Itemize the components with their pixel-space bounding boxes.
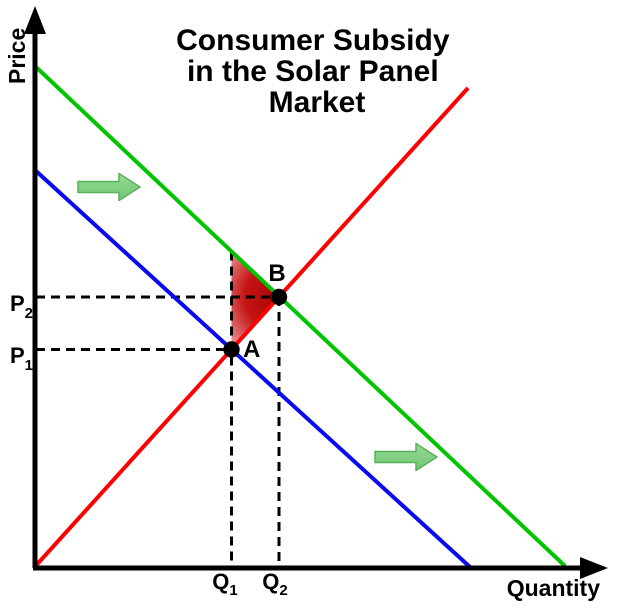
x-axis-label: Quantity [507, 575, 600, 601]
demand-curve-shifted [34, 65, 567, 568]
point-a-marker [223, 341, 240, 358]
chart-title: Consumer Subsidy in the Solar Panel Mark… [176, 24, 458, 119]
q2-tick-sub: 2 [279, 582, 287, 599]
y-axis-label: Price [4, 28, 30, 84]
q1-tick-base: Q [212, 569, 229, 594]
y-axis-arrowhead [24, 6, 46, 34]
q2-tick-label: Q2 [262, 569, 287, 599]
point-a-label: A [243, 336, 260, 363]
chart-title-line-1: Consumer Subsidy [176, 24, 450, 57]
supply-curve [34, 86, 470, 567]
p2-tick-sub: 2 [25, 305, 33, 322]
q1-tick-label: Q1 [212, 569, 237, 599]
q2-tick-base: Q [262, 569, 279, 594]
demand-curve-original [34, 169, 472, 569]
demand-shift-arrow-upper [77, 172, 141, 202]
p1-tick-sub: 1 [25, 357, 33, 374]
p1-tick-base: P [10, 343, 25, 368]
p2-tick-label: P2 [10, 291, 33, 322]
point-b-label: B [268, 260, 285, 287]
x-axis-arrowhead [580, 557, 608, 579]
chart-title-line-3: Market [269, 86, 366, 119]
demand-shift-arrow-lower [374, 442, 438, 472]
point-b-marker [270, 288, 288, 306]
subsidy-area-triangle [231, 251, 279, 350]
p1-tick-label: P1 [10, 343, 33, 374]
chart-title-line-2: in the Solar Panel [187, 55, 439, 88]
p2-tick-base: P [10, 291, 25, 316]
q1-tick-sub: 1 [229, 582, 237, 599]
